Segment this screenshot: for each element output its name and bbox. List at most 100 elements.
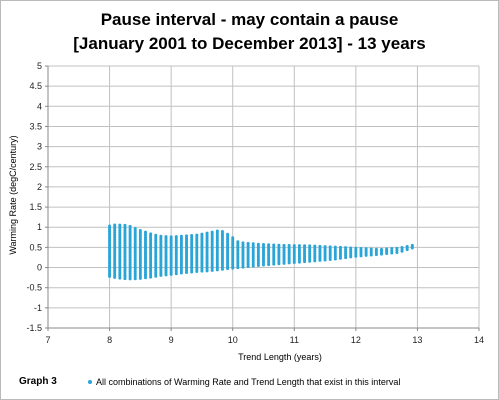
data-point	[138, 228, 142, 232]
data-point	[256, 242, 260, 246]
data-point	[328, 245, 332, 249]
y-tick-label: -1	[34, 303, 42, 313]
tick-labels: -1.5 -1 -0.5 0 0.5 1 1.5 2 2.5 3 3.5 4 4.5 5 7 8 9 10 11 12…	[26, 61, 484, 345]
y-tick-label: -0.5	[26, 283, 42, 293]
y-tick-label: 0.5	[29, 242, 42, 252]
data-point	[374, 247, 378, 251]
grid-lines	[47, 65, 480, 329]
x-tick-label: 10	[228, 335, 238, 345]
data-point	[190, 234, 194, 238]
x-tick-label: 9	[169, 335, 174, 345]
data-point	[241, 241, 245, 245]
data-point	[174, 235, 178, 239]
data-point	[385, 247, 389, 251]
data-point	[277, 243, 281, 247]
data-point	[220, 230, 224, 234]
y-tick-label: 2	[37, 182, 42, 192]
data-point	[108, 224, 112, 228]
x-tick-label: 8	[107, 335, 112, 345]
data-point	[210, 230, 214, 234]
data-point	[262, 242, 265, 246]
data-point	[395, 248, 399, 252]
data-point	[292, 244, 296, 248]
data-point	[323, 245, 327, 249]
data-point	[267, 243, 271, 247]
data-point	[200, 232, 204, 236]
graph-number-label: Graph 3	[19, 376, 57, 387]
data-point	[205, 231, 209, 235]
data-point	[410, 243, 414, 247]
data-point	[400, 246, 404, 250]
data-point	[195, 233, 199, 237]
data-point	[390, 247, 394, 251]
y-tick-label: 4.5	[29, 81, 42, 91]
data-point	[390, 249, 394, 253]
data-point	[179, 234, 183, 238]
y-tick-label: 1	[37, 222, 42, 232]
y-tick-label: -1.5	[26, 323, 42, 333]
data-point	[272, 243, 276, 247]
data-point	[354, 246, 358, 250]
data-point	[164, 235, 168, 239]
x-tick-label: 7	[45, 335, 50, 345]
data-point	[128, 224, 132, 228]
axes	[45, 65, 480, 331]
y-tick-label: 5	[37, 61, 42, 71]
data-point	[303, 244, 307, 248]
y-tick-label: 3	[37, 142, 42, 152]
legend: All combinations of Warming Rate and Tre…	[88, 377, 400, 387]
data-point	[308, 244, 312, 248]
data-point	[118, 223, 122, 227]
data-point	[231, 236, 235, 240]
data-point	[349, 246, 353, 250]
data-point	[169, 235, 173, 239]
x-tick-label: 14	[474, 335, 484, 345]
x-tick-label: 11	[290, 335, 299, 345]
data-point	[313, 244, 317, 248]
data-point	[236, 240, 240, 244]
y-tick-label: 4	[37, 101, 42, 111]
legend-text: All combinations of Warming Rate and Tre…	[96, 377, 401, 387]
data-point	[133, 226, 137, 230]
data-point	[185, 234, 189, 238]
data-point	[318, 244, 322, 248]
data-point	[380, 247, 384, 251]
data-point	[333, 245, 337, 249]
x-tick-label: 13	[412, 335, 422, 345]
y-tick-label: 3.5	[29, 121, 42, 131]
data-point	[143, 230, 147, 234]
y-tick-label: 2.5	[29, 162, 42, 172]
data-point	[369, 247, 373, 251]
x-tick-label: 12	[351, 335, 361, 345]
data-point	[159, 234, 163, 238]
legend-marker	[88, 379, 92, 384]
data-point	[344, 246, 348, 250]
data-point	[338, 245, 342, 249]
data-point	[246, 241, 250, 245]
data-point	[282, 243, 286, 247]
data-point	[113, 223, 117, 227]
data-point	[395, 246, 399, 250]
data-point	[215, 229, 219, 233]
data-point	[123, 223, 127, 227]
x-axis-label: Trend Length (years)	[238, 352, 322, 362]
data-point	[287, 243, 291, 247]
y-axis-label: Warming Rate (degC/century)	[8, 135, 18, 255]
data-point	[390, 251, 394, 255]
data-point	[395, 250, 399, 254]
y-tick-label: 1.5	[29, 202, 42, 212]
data-point	[226, 232, 230, 236]
data-point	[364, 247, 368, 251]
data-point	[359, 246, 363, 250]
chart-title-line1: Pause interval - may contain a pause	[100, 10, 399, 29]
data-point	[251, 242, 255, 246]
chart-title-line2: [January 2001 to December 2013] - 13 yea…	[73, 34, 426, 53]
data-point	[154, 233, 158, 237]
data-point	[297, 244, 301, 248]
data-point	[405, 244, 409, 248]
data-point	[149, 232, 153, 236]
data-points	[108, 223, 414, 281]
y-tick-label: 0	[37, 263, 42, 273]
